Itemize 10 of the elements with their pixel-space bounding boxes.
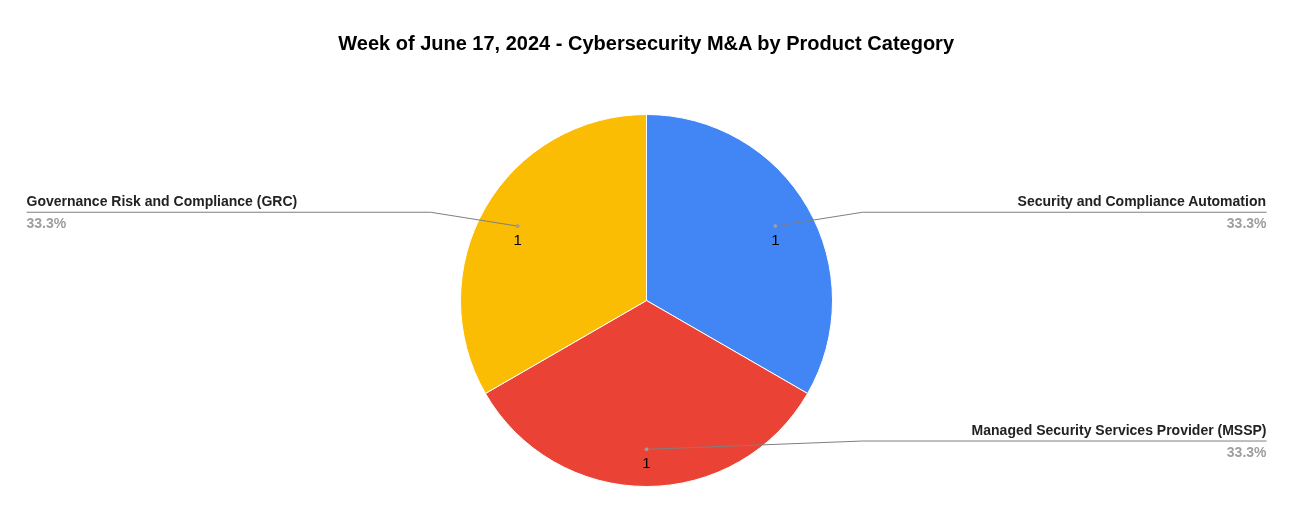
slice-label: Governance Risk and Compliance (GRC) [26,193,298,210]
chart-title: Week of June 17, 2024 - Cybersecurity M&A by Product Category [338,31,955,54]
data-label: 1 [513,231,522,249]
text: 33.3% [26,215,67,232]
data-label: 1 [771,231,780,249]
text: 33.3% [1226,444,1268,461]
slice-label: Managed Security Services Provider (MSSP) [971,422,1267,439]
text: 33.3% [1226,215,1268,232]
data-label: 1 [642,454,651,472]
slice-label: Security and Compliance Automation [1017,193,1266,210]
